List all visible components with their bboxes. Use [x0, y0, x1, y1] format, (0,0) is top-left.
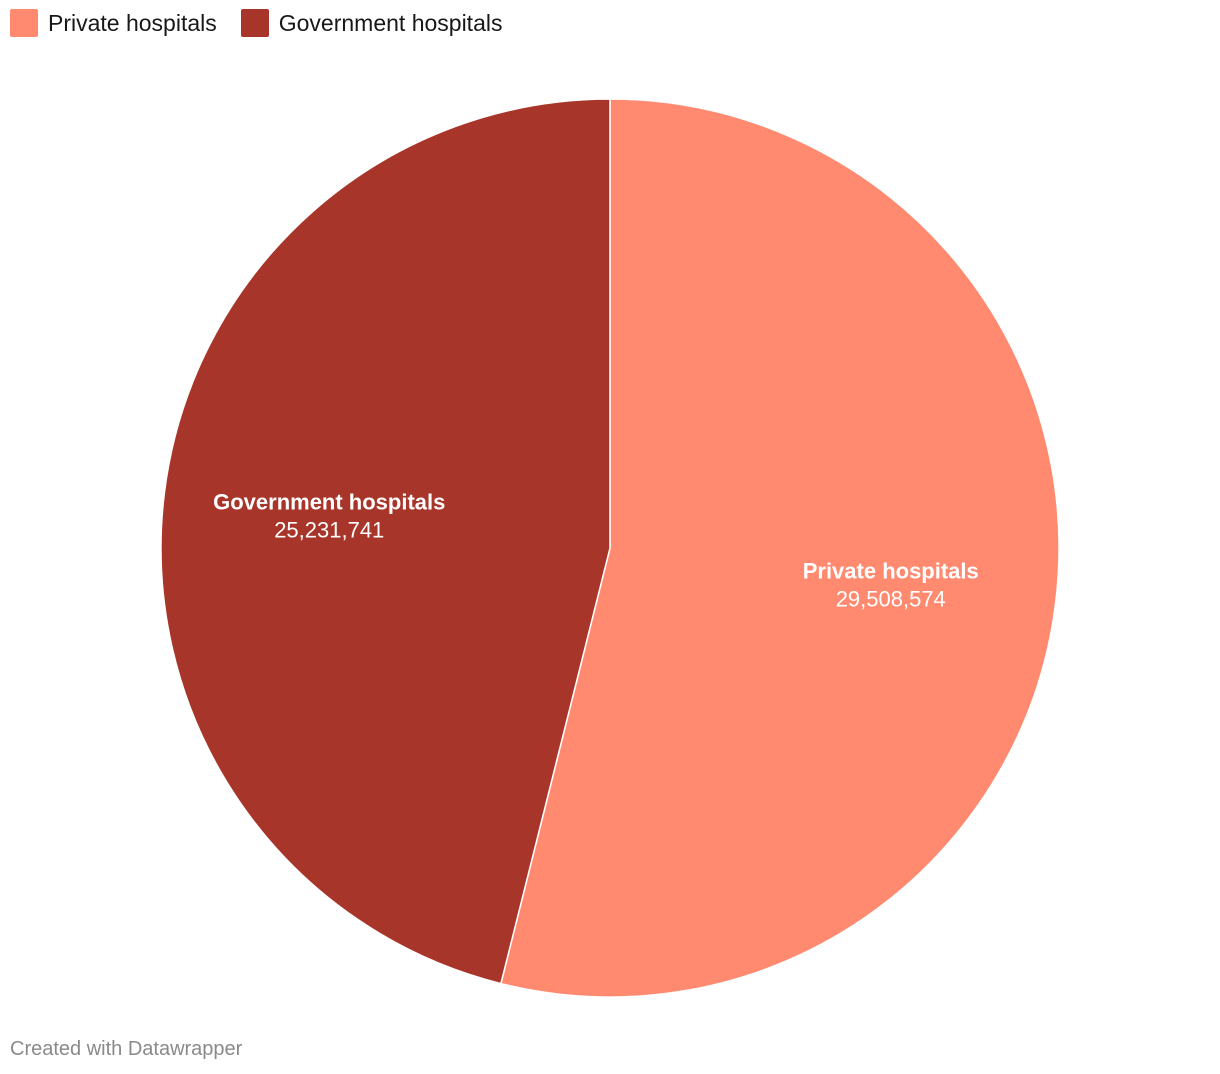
legend-swatch-private [10, 9, 38, 37]
legend-label-private: Private hospitals [48, 9, 217, 36]
legend-item-government: Government hospitals [240, 9, 503, 37]
pie-slice-1 [160, 98, 611, 985]
datawrapper-credit: Created with Datawrapper [10, 1038, 243, 1060]
slice-value-0: 29,508,574 [836, 587, 946, 612]
legend-item-private: Private hospitals [10, 9, 217, 37]
pie-slice-0 [499, 98, 1060, 998]
slice-label-1: Government hospitals [213, 489, 445, 514]
legend-swatch-government [240, 9, 269, 37]
pie-labels: Private hospitals 29,508,574 Government ho… [213, 489, 979, 611]
pie-slices [160, 98, 1060, 998]
slice-label-0: Private hospitals [803, 559, 979, 584]
chart-legend: Private hospitals Government hospitals [10, 9, 502, 37]
legend-label-government: Government hospitals [278, 9, 503, 36]
slice-value-1: 25,231,741 [274, 517, 384, 542]
